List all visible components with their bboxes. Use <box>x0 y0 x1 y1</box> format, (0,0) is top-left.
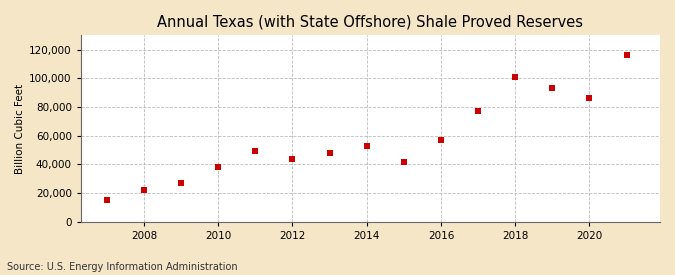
Text: Source: U.S. Energy Information Administration: Source: U.S. Energy Information Administ… <box>7 262 238 272</box>
Point <box>621 53 632 57</box>
Point <box>138 188 149 192</box>
Point <box>398 159 409 164</box>
Point <box>510 75 520 79</box>
Point <box>547 86 558 90</box>
Point <box>213 165 223 169</box>
Point <box>287 156 298 161</box>
Point <box>176 181 186 185</box>
Y-axis label: Billion Cubic Feet: Billion Cubic Feet <box>15 84 25 174</box>
Point <box>472 109 483 114</box>
Point <box>584 96 595 101</box>
Point <box>101 198 112 202</box>
Point <box>250 149 261 154</box>
Point <box>324 151 335 155</box>
Title: Annual Texas (with State Offshore) Shale Proved Reserves: Annual Texas (with State Offshore) Shale… <box>157 15 583 30</box>
Point <box>435 138 446 142</box>
Point <box>361 144 372 148</box>
